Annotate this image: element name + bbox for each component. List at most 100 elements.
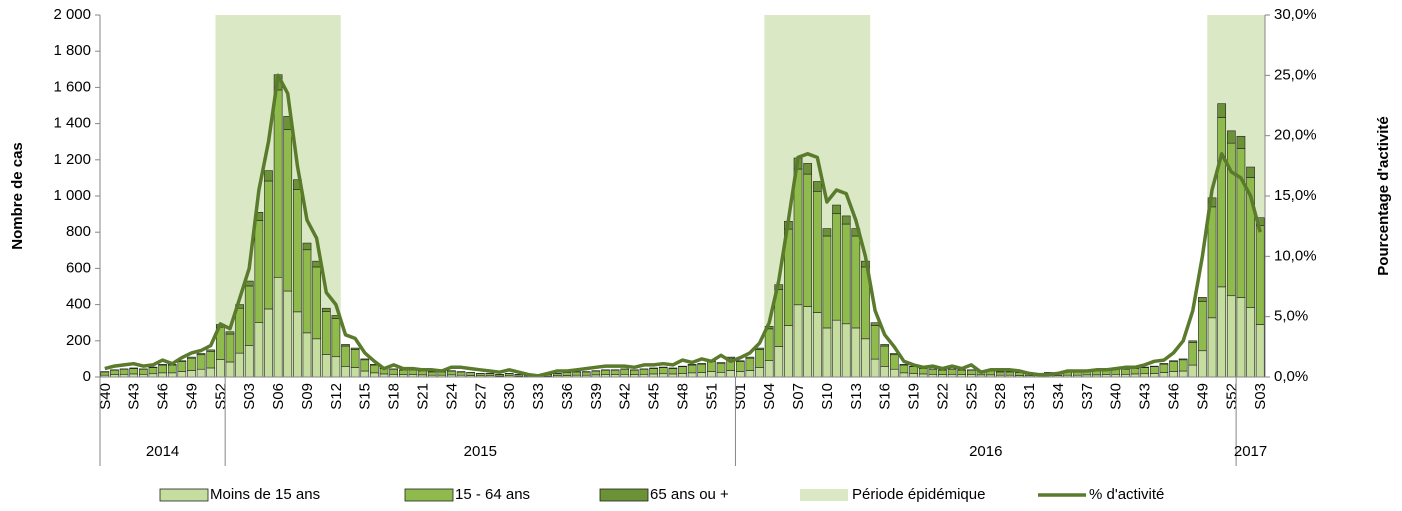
bar-segment [639,368,649,375]
bar-segment [273,89,283,278]
bar-segment [475,373,485,377]
x-tick-label: S39 [588,383,605,410]
bar-segment [398,369,408,375]
bar-segment [177,371,187,378]
bar-segment [331,356,341,378]
bar-segment [264,170,273,182]
bar-segment [832,319,841,378]
bar-segment [254,220,264,323]
bar-segment [957,369,967,375]
bar-segment [148,367,158,375]
x-tick-label: S13 [848,383,865,410]
bar-segment [707,361,716,372]
bar-segment [861,338,870,378]
bar-segment [832,204,841,215]
bar-segment [196,368,206,378]
legend-label: Moins de 15 ans [210,486,320,503]
bar-segment [1149,373,1159,378]
y-axis-title: Nombre de cas [9,142,26,250]
bar-segment [1169,361,1178,372]
bar-segment [899,364,909,374]
bar-segment [1236,297,1246,378]
y-tick-label: 400 [66,296,91,313]
bar-segment [187,357,196,371]
y-tick-label: 1 000 [53,187,91,204]
bar-segment [610,369,620,375]
bar-segment [466,372,476,376]
bar-segment [129,367,139,369]
bar-segment [321,311,331,355]
x-tick-label: S34 [1050,383,1067,410]
bar-segment [793,168,803,306]
legend-label: 65 ans ou + [650,486,729,503]
bar-segment [321,354,331,378]
bar-segment [755,367,764,378]
bar-segment [678,373,687,378]
bar-segment [119,368,129,375]
bar-segment [947,368,957,375]
bar-segment [966,369,976,375]
bar-segment [244,345,254,378]
bar-segment [341,366,350,378]
bar-segment [447,370,456,376]
bar-segment [764,328,774,361]
bar-segment [225,333,235,363]
bar-segment [1169,360,1178,362]
bar-segment [1188,340,1198,343]
bar-segment [1255,324,1265,378]
bar-segment [1217,286,1227,378]
x-tick-label: S48 [674,383,691,410]
bar-segment [302,332,312,378]
bar-segment [1159,363,1169,373]
y2-tick-label: 15,0% [1274,187,1317,204]
bar-segment [658,366,668,368]
bar-segment [196,353,206,356]
bar-segment [697,372,707,378]
x-tick-label: S28 [992,383,1009,410]
bar-segment [302,242,312,251]
bar-segment [687,364,697,366]
x-tick-label: S22 [934,383,951,410]
bar-segment [581,371,591,376]
x-tick-label: S18 [386,383,403,410]
y-tick-label: 1 600 [53,78,91,95]
bar-segment [456,371,466,376]
bar-segment [678,366,687,374]
x-tick-label: S49 [183,383,200,410]
bar-segment [726,370,735,378]
bar-segment [302,249,312,334]
legend-swatch [599,488,649,502]
bar-segment [216,359,225,378]
x-tick-label: S37 [1079,383,1096,410]
legend-swatch [800,489,848,501]
y2-tick-label: 30,0% [1274,6,1317,23]
legend-label: % d'activité [1089,486,1164,503]
bar-segment [225,331,235,335]
bar-segment [812,312,822,378]
bar-segment [350,349,360,368]
bar-segment [1207,206,1217,319]
bar-segment [1188,364,1198,378]
bar-segment [697,363,707,365]
y-tick-label: 0 [83,368,91,385]
bar-segment [206,350,216,369]
bar-segment [360,358,370,361]
x-tick-label: S36 [559,383,576,410]
bar-segment [678,365,687,367]
bar-segment [370,364,379,374]
y-tick-label: 600 [66,259,91,276]
bar-segment [408,369,418,375]
bar-segment [803,306,813,378]
epidemic-period [1207,15,1265,377]
bar-segment [187,370,196,378]
x-tick-label: S21 [415,383,432,410]
y-tick-label: 1 200 [53,151,91,168]
bar-segment [1236,135,1246,149]
bar-segment [697,363,707,373]
x-tick-label: S03 [241,383,258,410]
x-tick-label: S07 [790,383,807,410]
x-tick-label: S46 [155,383,172,410]
bar-segment [148,366,158,368]
bar-segment [1178,370,1188,378]
